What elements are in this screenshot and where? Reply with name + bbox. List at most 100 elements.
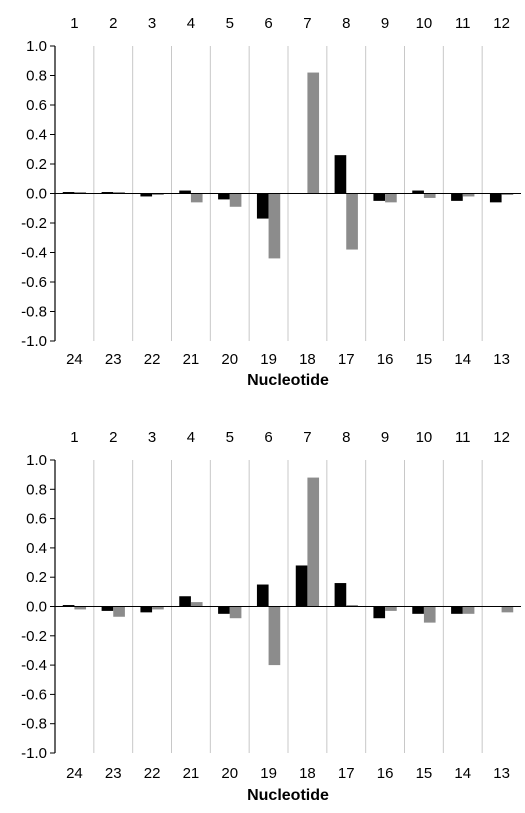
x-bottom-tick-label: 22 xyxy=(144,351,161,368)
x-top-tick-label: 9 xyxy=(381,429,389,446)
bar-series-1 xyxy=(101,192,114,194)
bar-series-2 xyxy=(307,72,320,194)
x-bottom-tick-label: 16 xyxy=(377,351,394,368)
bar-series-2 xyxy=(462,193,475,197)
x-top-tick-label: 5 xyxy=(226,429,234,446)
x-bottom-tick-label: 13 xyxy=(493,351,510,368)
y-tick-label: -0.6 xyxy=(21,274,47,291)
bar-series-2 xyxy=(229,606,242,619)
y-tick-label: 1.0 xyxy=(26,38,47,55)
x-top-tick-label: 11 xyxy=(455,15,471,32)
x-bottom-tick-label: 21 xyxy=(183,765,200,782)
bar-series-2 xyxy=(307,477,320,607)
bar-series-2 xyxy=(190,602,203,607)
bar-series-1 xyxy=(295,565,308,607)
bar-series-1 xyxy=(412,606,424,614)
bar-series-1 xyxy=(140,606,153,613)
x-bottom-tick-label: 23 xyxy=(105,351,122,368)
x-top-tick-label: 6 xyxy=(264,15,272,32)
x-bottom-tick-label: 16 xyxy=(377,765,394,782)
x-bottom-tick-label: 17 xyxy=(338,765,355,782)
bar-series-2 xyxy=(462,606,475,614)
x-bottom-tick-label: 17 xyxy=(338,351,355,368)
x-top-tick-label: 1 xyxy=(70,15,78,32)
x-top-tick-label: 3 xyxy=(148,15,156,32)
x-top-tick-label: 7 xyxy=(303,429,311,446)
bar-series-2 xyxy=(423,606,436,623)
x-bottom-tick-label: 20 xyxy=(221,765,238,782)
x-bottom-tick-label: 13 xyxy=(493,765,510,782)
x-bottom-tick-label: 15 xyxy=(416,351,433,368)
bar-series-2 xyxy=(190,193,203,203)
bar-series-1 xyxy=(373,606,386,619)
x-top-tick-label: 3 xyxy=(148,429,156,446)
x-bottom-tick-label: 14 xyxy=(454,351,471,368)
bar-series-2 xyxy=(74,192,87,194)
x-bottom-tick-label: 23 xyxy=(105,765,122,782)
bar-series-1 xyxy=(140,193,153,197)
bar-series-2 xyxy=(152,193,164,195)
bar-series-1 xyxy=(489,193,502,203)
x-bottom-tick-label: 22 xyxy=(144,765,161,782)
x-top-tick-label: 1 xyxy=(70,429,78,446)
y-tick-label: 0.6 xyxy=(26,511,47,528)
bar-series-1 xyxy=(218,606,230,614)
x-top-tick-label: 8 xyxy=(342,429,350,446)
bar-series-1 xyxy=(256,584,269,607)
bar-series-2 xyxy=(346,193,358,250)
bar-series-1 xyxy=(179,596,191,607)
x-top-tick-label: 4 xyxy=(187,15,195,32)
x-top-tick-label: 6 xyxy=(264,429,272,446)
x-bottom-tick-label: 24 xyxy=(66,765,83,782)
bar-series-2 xyxy=(501,193,514,195)
x-bottom-tick-label: 15 xyxy=(416,765,433,782)
y-tick-label: -0.4 xyxy=(21,657,47,674)
x-top-tick-label: 7 xyxy=(303,15,311,32)
y-tick-label: -0.6 xyxy=(21,686,47,703)
x-top-tick-label: 9 xyxy=(381,15,389,32)
y-tick-label: 1.0 xyxy=(26,452,47,469)
bar-series-1 xyxy=(218,193,230,200)
y-tick-label: 0.4 xyxy=(26,540,47,557)
x-top-tick-label: 10 xyxy=(416,15,433,32)
chart-panel-top: 1.00.80.60.40.20.0-0.2-0.4-0.6-0.8-1.01 2… xyxy=(21,15,521,389)
x-top-tick-label: 2 xyxy=(109,429,117,446)
x-bottom-tick-label: 14 xyxy=(454,765,471,782)
bar-series-2 xyxy=(385,193,397,203)
x-top-tick-label: 12 xyxy=(493,429,510,446)
y-tick-label: 0.8 xyxy=(26,68,47,85)
bar-series-1 xyxy=(334,155,347,194)
y-tick-label: -0.2 xyxy=(21,628,47,645)
bar-series-1 xyxy=(373,193,386,201)
bar-series-2 xyxy=(501,606,514,613)
x-top-tick-label: 11 xyxy=(455,429,471,446)
bar-series-1 xyxy=(101,606,114,611)
x-top-tick-label: 8 xyxy=(342,15,350,32)
y-tick-label: 0.2 xyxy=(26,569,47,586)
y-tick-label: 0.4 xyxy=(26,127,47,144)
x-axis-title: Nucleotide xyxy=(247,787,329,804)
chart-panel-bottom: 1.00.80.60.40.20.0-0.2-0.4-0.6-0.8-1.01 2… xyxy=(21,429,521,804)
bar-series-1 xyxy=(412,190,424,194)
bar-series-2 xyxy=(113,192,125,194)
bar-series-2 xyxy=(74,606,87,610)
y-tick-label: 0.0 xyxy=(26,186,47,203)
y-tick-label: -0.4 xyxy=(21,245,47,262)
bar-series-2 xyxy=(423,193,436,198)
x-top-tick-label: 2 xyxy=(109,15,117,32)
y-tick-label: -0.8 xyxy=(21,304,47,321)
x-bottom-tick-label: 19 xyxy=(260,351,277,368)
x-axis-title: Nucleotide xyxy=(247,372,329,389)
bar-series-2 xyxy=(113,606,125,617)
x-bottom-tick-label: 24 xyxy=(66,351,83,368)
y-tick-label: 0.6 xyxy=(26,97,47,114)
bar-series-2 xyxy=(268,606,281,666)
bar-series-1 xyxy=(62,192,75,194)
bar-series-1 xyxy=(334,583,347,607)
bar-series-1 xyxy=(451,193,463,201)
y-tick-label: 0.8 xyxy=(26,481,47,498)
y-tick-label: 0.2 xyxy=(26,156,47,173)
x-top-tick-label: 10 xyxy=(416,429,433,446)
y-tick-label: -1.0 xyxy=(21,745,47,762)
bar-series-2 xyxy=(385,606,397,611)
